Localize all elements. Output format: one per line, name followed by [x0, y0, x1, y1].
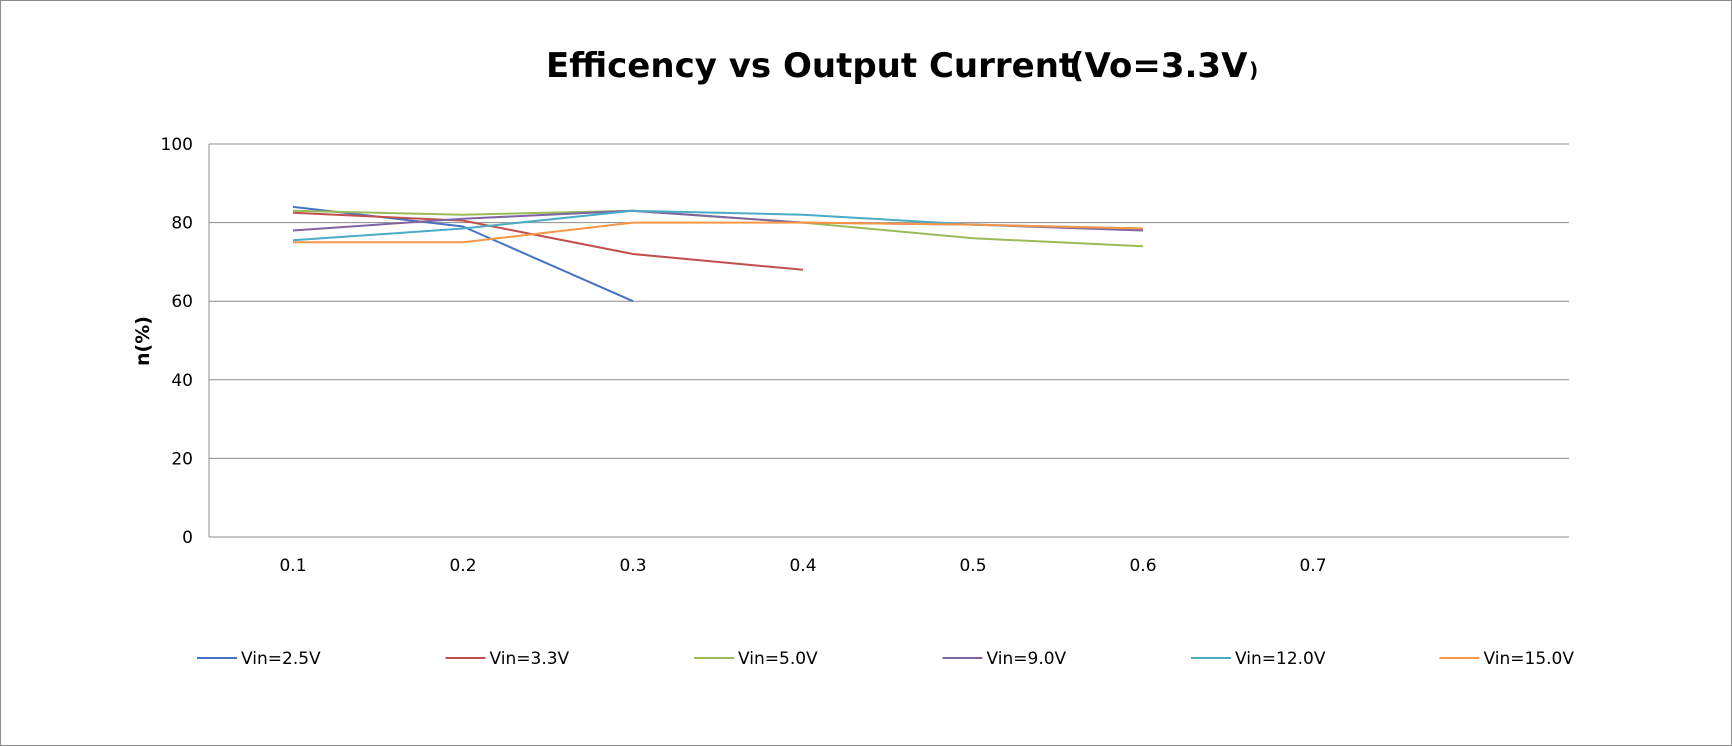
gridlines [209, 143, 1569, 538]
legend-label: Vin=12.0V [1235, 649, 1326, 669]
series-line [292, 205, 634, 303]
legend: Vin=2.5V Vin=3.3V Vin=5.0V Vin=9.0V Vin=12.0… [197, 649, 1574, 669]
legend-label: Vin=5.0V [738, 649, 818, 669]
y-axis-label: n(%) [132, 316, 154, 366]
y-tick-label: 20 [171, 449, 193, 469]
chart-title: Efficency vs Output Current [546, 46, 1075, 86]
y-axis: 0 20 40 60 80 100 [161, 135, 210, 548]
y-tick-label: 60 [171, 292, 193, 312]
x-axis: 0.1 0.2 0.3 0.4 0.5 0.6 0.7 [279, 556, 1326, 576]
chart-title-suffix-close: ) [1249, 58, 1258, 82]
x-tick-label: 0.6 [1129, 556, 1156, 576]
legend-label: Vin=3.3V [490, 649, 570, 669]
legend-label: Vin=9.0V [987, 649, 1067, 669]
x-tick-label: 0.2 [449, 556, 476, 576]
chart-title-suffix: (Vo=3.3V [1069, 46, 1248, 86]
x-tick-label: 0.7 [1299, 556, 1326, 576]
legend-label: Vin=15.0V [1484, 649, 1575, 669]
series-line [293, 221, 1144, 244]
y-tick-label: 0 [182, 528, 193, 548]
y-tick-label: 100 [161, 135, 193, 155]
series-lines [292, 205, 1144, 303]
y-tick-label: 40 [171, 371, 193, 391]
legend-label: Vin=2.5V [241, 649, 321, 669]
x-tick-label: 0.4 [789, 556, 816, 576]
series-line [292, 211, 804, 271]
x-tick-label: 0.1 [279, 556, 306, 576]
x-tick-label: 0.5 [959, 556, 986, 576]
y-tick-label: 80 [171, 214, 193, 234]
x-tick-label: 0.3 [619, 556, 646, 576]
